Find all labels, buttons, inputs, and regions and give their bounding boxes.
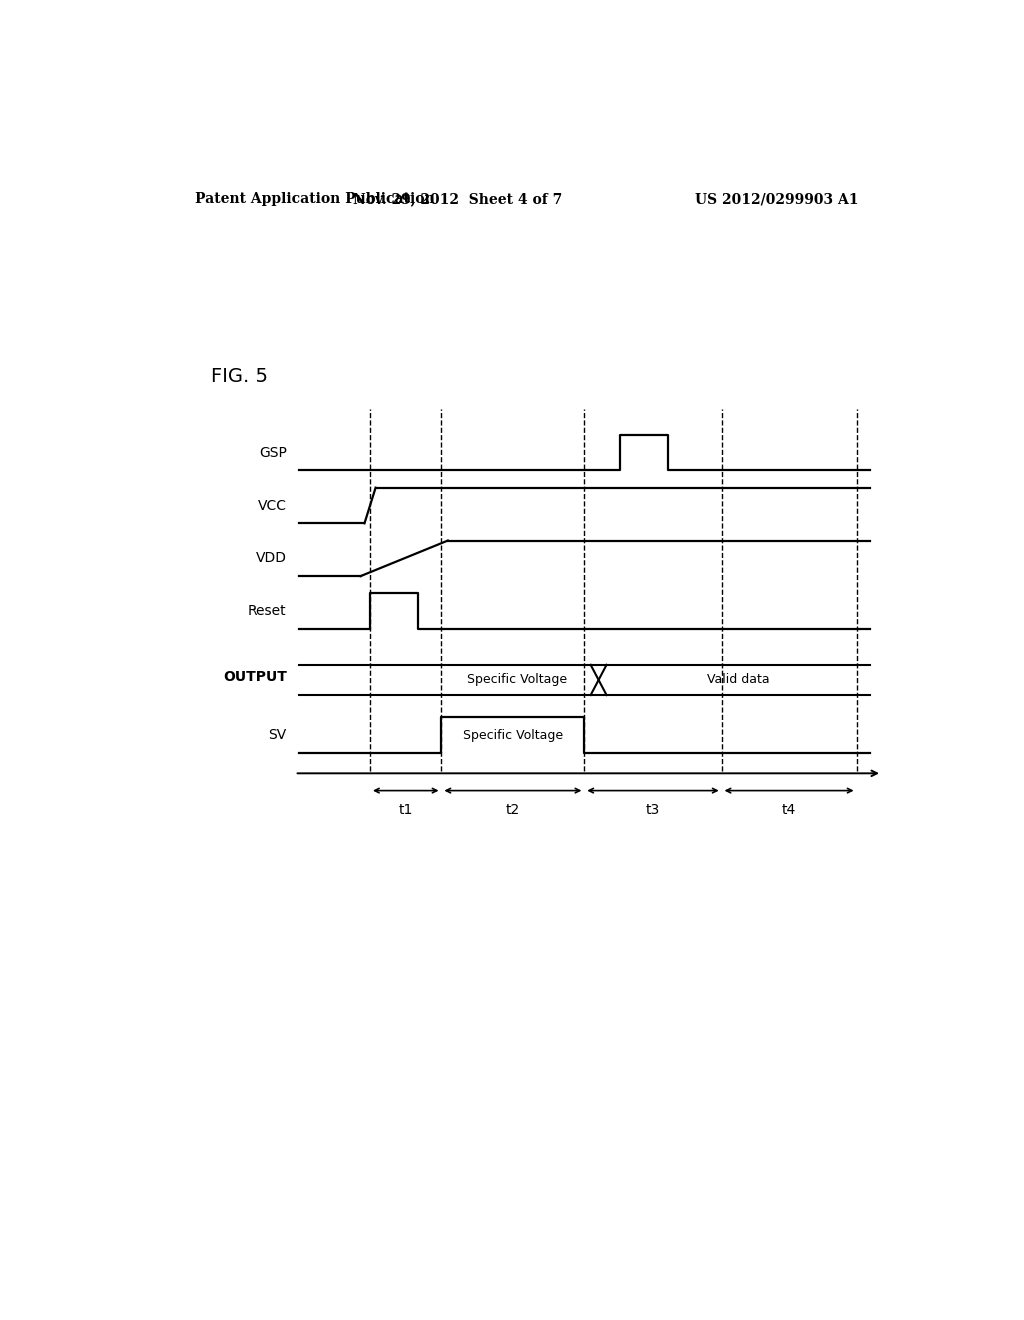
Text: Specific Voltage: Specific Voltage [463, 729, 563, 742]
Text: t2: t2 [506, 803, 520, 817]
Text: t4: t4 [782, 803, 797, 817]
Text: FIG. 5: FIG. 5 [211, 367, 268, 387]
Text: OUTPUT: OUTPUT [223, 671, 287, 684]
Text: Reset: Reset [248, 605, 287, 618]
Text: t3: t3 [646, 803, 660, 817]
Text: VCC: VCC [258, 499, 287, 512]
Text: Specific Voltage: Specific Voltage [467, 673, 567, 686]
Text: VDD: VDD [256, 552, 287, 565]
Text: Nov. 29, 2012  Sheet 4 of 7: Nov. 29, 2012 Sheet 4 of 7 [352, 191, 562, 206]
Text: SV: SV [268, 729, 287, 742]
Text: t1: t1 [398, 803, 413, 817]
Text: Patent Application Publication: Patent Application Publication [196, 191, 435, 206]
Text: US 2012/0299903 A1: US 2012/0299903 A1 [694, 191, 858, 206]
Text: Valid data: Valid data [707, 673, 770, 686]
Text: GSP: GSP [259, 446, 287, 459]
